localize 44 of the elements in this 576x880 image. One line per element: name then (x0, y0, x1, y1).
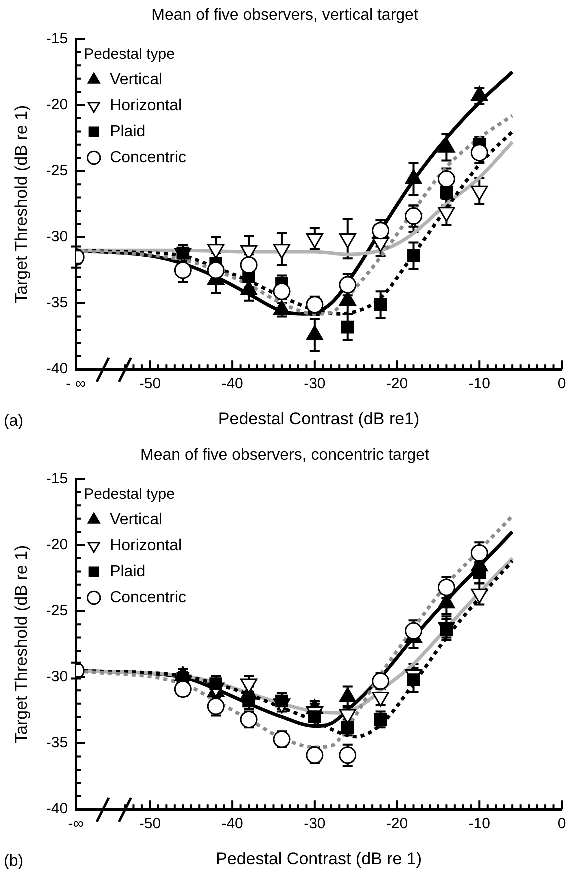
legend-label: Concentric (110, 589, 187, 606)
legend-label: Plaid (110, 123, 146, 140)
y-tick-label: -25 (46, 162, 68, 180)
y-tick-label: -40 (46, 800, 68, 818)
x-tick-label: -20 (386, 816, 408, 833)
x-axis-title: Pedestal Contrast (dB re1) (218, 409, 420, 428)
legend-label: Vertical (110, 511, 163, 528)
x-tick-label: -40 (222, 376, 244, 393)
x-tick-label: -30 (304, 816, 326, 833)
legend-label: Plaid (110, 563, 146, 580)
y-tick-label: -25 (46, 602, 68, 620)
chart-title: Mean of five observers, vertical target (152, 7, 419, 24)
text: (b) (4, 853, 24, 870)
legend-title: Pedestal type (84, 486, 175, 504)
y-tick-label: -30 (46, 228, 68, 246)
y-tick-label: -20 (46, 536, 68, 554)
y-tick-label: -15 (46, 30, 68, 48)
y-tick-label: -15 (46, 470, 68, 488)
y-tick-label: -35 (46, 734, 68, 752)
x-tick-label: -50 (139, 376, 162, 393)
text: (a) (4, 413, 24, 430)
x-tick-label: -50 (139, 816, 162, 833)
y-axis-title: Target Threshold (dB re 1) (12, 105, 31, 304)
y-tick-label: -30 (46, 668, 68, 686)
x-tick-label: -10 (468, 816, 490, 833)
legend-label: Concentric (110, 149, 187, 166)
x-tick-label: 0 (558, 816, 566, 833)
x-tick-label: -40 (222, 816, 244, 833)
legend-label: Horizontal (110, 537, 182, 554)
x-tick-label: -20 (386, 376, 408, 393)
legend-label: Vertical (110, 71, 163, 88)
x-tick-label: -∞ (68, 816, 84, 833)
y-tick-label: -35 (46, 294, 68, 312)
x-tick-label: -10 (468, 376, 490, 393)
x-tick-label: -30 (304, 376, 326, 393)
y-tick-label: -20 (46, 96, 68, 114)
legend-title: Pedestal type (84, 46, 175, 64)
x-axis-title: Pedestal Contrast (dB re 1) (216, 849, 422, 868)
legend-label: Horizontal (110, 97, 182, 114)
x-tick-label: - ∞ (66, 376, 86, 393)
x-tick-label: 0 (558, 376, 566, 393)
chart-title: Mean of five observers, concentric target (140, 447, 430, 464)
y-tick-label: -40 (46, 360, 68, 378)
y-axis-title: Target Threshold (dB re 1) (12, 545, 31, 744)
